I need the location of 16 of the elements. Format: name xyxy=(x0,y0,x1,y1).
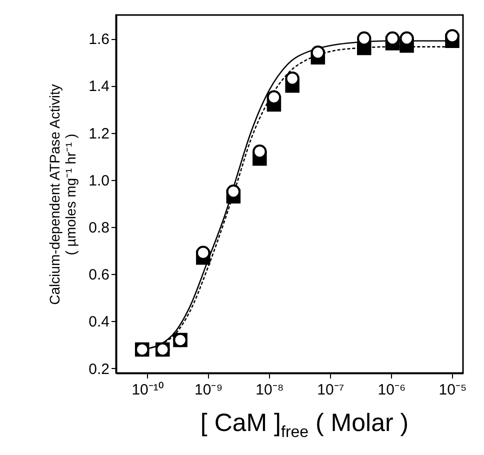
y-tick-label: 1.0 xyxy=(88,172,110,190)
y-tick-label: 0.6 xyxy=(88,266,110,284)
y-tick-label: 0.2 xyxy=(88,360,110,378)
x-tick-label: 10⁻⁷ xyxy=(317,382,344,398)
x-tick-label: 10⁻⁶ xyxy=(378,382,406,398)
x-tick-label: 10⁻⁵ xyxy=(438,382,467,398)
x-tick-label: 10⁻¹⁰ xyxy=(132,382,164,398)
y-tick-label: 0.8 xyxy=(88,219,110,236)
y-tick-label: 1.2 xyxy=(88,125,110,142)
x-axis-title: [ CaM ]$_{free}$ ( Molar ) xyxy=(199,408,410,443)
y-axis-title: Calcium-dependent ATPase Activity ( µmoles mg⁻¹ hr⁻¹ ) xyxy=(46,84,79,305)
y-tick-label: 1.4 xyxy=(88,78,110,96)
x-tick-label: 10⁻⁹ xyxy=(194,382,223,398)
y-tick-label: 0.4 xyxy=(88,314,110,331)
y-tick-label: 1.6 xyxy=(88,31,110,48)
x-tick-label: 10⁻⁸ xyxy=(256,382,284,398)
